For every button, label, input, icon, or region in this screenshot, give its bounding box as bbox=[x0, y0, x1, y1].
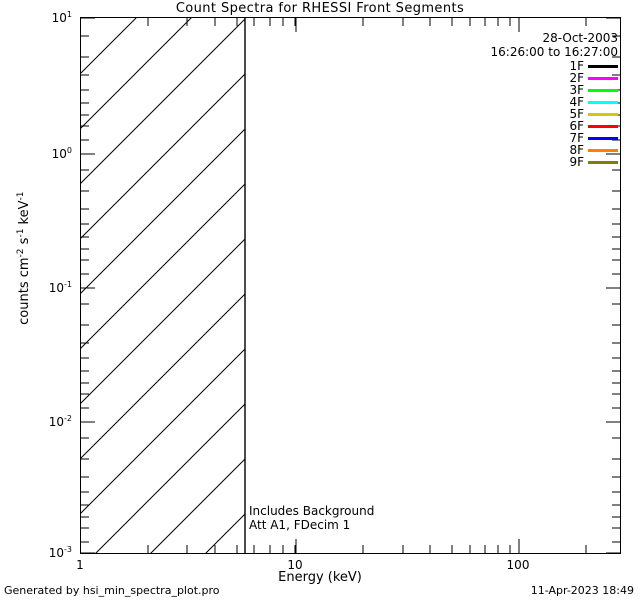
footer-timestamp: 11-Apr-2023 18:49 bbox=[530, 584, 634, 597]
legend-swatch-5F bbox=[588, 112, 618, 116]
page-title: Count Spectra for RHESSI Front Segments bbox=[175, 1, 465, 16]
legend-label-1F: 1F bbox=[569, 59, 584, 73]
y-tick-label-1e1: 101 bbox=[51, 10, 72, 25]
legend-label-6F: 6F bbox=[569, 119, 584, 133]
legend-item-7F: 7F bbox=[569, 132, 618, 144]
y-axis-title: counts cm-2 s-1 keV-1 bbox=[15, 191, 33, 325]
legend-item-1F: 1F bbox=[569, 60, 618, 72]
legend-item-4F: 4F bbox=[569, 96, 618, 108]
footer-generator: Generated by hsi_min_spectra_plot.pro bbox=[4, 584, 220, 597]
x-tick-label-100: 100 bbox=[506, 558, 530, 572]
legend-label-8F: 8F bbox=[569, 143, 584, 157]
y-axis-ticks-left bbox=[81, 18, 95, 553]
plot-area: Includes Background Att A1, FDecim 1 bbox=[80, 17, 621, 554]
x-axis-title: Energy (keV) bbox=[278, 570, 362, 585]
legend-swatch-9F bbox=[588, 160, 618, 164]
legend-swatch-7F bbox=[588, 136, 618, 140]
legend-label-3F: 3F bbox=[569, 83, 584, 97]
hatched-region bbox=[81, 18, 245, 553]
observation-date: 28-Oct-2003 bbox=[542, 31, 618, 45]
x-axis-ticks-top bbox=[147, 18, 587, 32]
annotation-line-2: Att A1, FDecim 1 bbox=[249, 518, 351, 532]
x-axis-ticks-bottom bbox=[147, 539, 587, 553]
x-tick-label-1: 1 bbox=[76, 558, 84, 572]
plot-canvas bbox=[81, 18, 620, 553]
legend-swatch-4F bbox=[588, 100, 618, 104]
annotation-line-1: Includes Background bbox=[249, 504, 375, 518]
legend-item-2F: 2F bbox=[569, 72, 618, 84]
legend-item-3F: 3F bbox=[569, 84, 618, 96]
y-tick-label-1e0: 100 bbox=[51, 146, 72, 161]
legend-item-6F: 6F bbox=[569, 120, 618, 132]
legend-swatch-3F bbox=[588, 88, 618, 92]
x-tick-label-10: 10 bbox=[287, 558, 303, 572]
y-tick-label-1e-2: 10-2 bbox=[48, 414, 72, 429]
legend-swatch-8F bbox=[588, 148, 618, 152]
legend-swatch-6F bbox=[588, 124, 618, 128]
legend-label-2F: 2F bbox=[569, 71, 584, 85]
legend-item-9F: 9F bbox=[569, 156, 618, 168]
legend: 1F 2F 3F 4F 5F 6F 7F 8F bbox=[569, 60, 618, 168]
y-tick-label-1e-3: 10-3 bbox=[48, 545, 72, 560]
legend-swatch-1F bbox=[588, 64, 618, 68]
legend-item-5F: 5F bbox=[569, 108, 618, 120]
legend-label-7F: 7F bbox=[569, 131, 584, 145]
legend-item-8F: 8F bbox=[569, 144, 618, 156]
observation-time-range: 16:26:00 to 16:27:00 bbox=[490, 45, 618, 59]
legend-label-9F: 9F bbox=[569, 155, 584, 169]
legend-label-5F: 5F bbox=[569, 107, 584, 121]
observation-header: 28-Oct-2003 16:26:00 to 16:27:00 bbox=[491, 31, 618, 59]
plot-annotation: Includes Background Att A1, FDecim 1 bbox=[249, 504, 374, 532]
y-tick-label-1e-1: 10-1 bbox=[48, 280, 72, 295]
legend-swatch-2F bbox=[588, 76, 618, 80]
legend-label-4F: 4F bbox=[569, 95, 584, 109]
